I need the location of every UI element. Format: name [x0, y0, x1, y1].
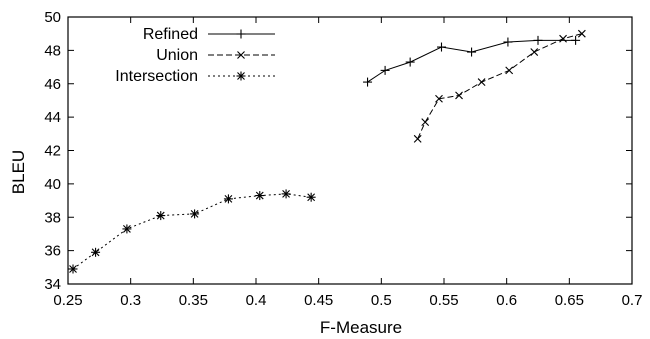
data-point-refined: [380, 65, 390, 75]
plot-border: [67, 16, 633, 285]
data-point-union: [505, 66, 514, 75]
series-line-refined: [367, 39, 576, 83]
data-point-refined: [436, 42, 446, 52]
y-tick-label: 40: [44, 176, 61, 193]
data-point-intersection: [122, 224, 132, 234]
data-point-union: [477, 78, 486, 86]
series-layer: [68, 29, 586, 274]
x-tick-label: 0.25: [53, 292, 82, 309]
x-tick-label: 0.65: [555, 292, 584, 309]
series-refined: [363, 35, 581, 87]
data-point-union: [421, 118, 430, 127]
x-tick-label: 0.6: [496, 292, 517, 309]
y-tick-label: 46: [44, 76, 61, 93]
y-tick-label: 42: [44, 143, 61, 160]
plot-frame: [67, 16, 633, 285]
data-point-union: [530, 48, 539, 56]
legend-marker-intersection: [236, 71, 246, 81]
series-union: [413, 29, 586, 143]
y-tick-label: 50: [44, 9, 61, 26]
y-tick-label: 48: [44, 42, 61, 59]
x-tick-label: 0.45: [304, 292, 333, 309]
x-tick-label: 0.4: [246, 292, 267, 309]
data-point-refined: [467, 47, 477, 57]
series-line-union: [417, 33, 583, 140]
y-tick-label: 34: [44, 276, 61, 293]
data-point-refined: [571, 35, 581, 45]
data-point-union: [413, 134, 422, 143]
legend-label-union: Union: [156, 47, 198, 64]
data-point-union: [559, 34, 567, 43]
legend-label-intersection: Intersection: [115, 68, 198, 85]
data-point-intersection: [255, 191, 265, 201]
y-axis-label: BLEU: [9, 150, 28, 194]
x-tick-label: 0.35: [179, 292, 208, 309]
x-axis: 0.25 0.3 0.35 0.4 0.45 0.5 0.55 0.6 0.65 0.7: [53, 17, 642, 309]
legend-label-refined: Refined: [143, 26, 198, 43]
x-tick-label: 0.7: [622, 292, 643, 309]
x-tick-label: 0.3: [120, 292, 141, 309]
legend-marker-union: [237, 51, 245, 59]
data-point-intersection: [223, 194, 233, 204]
data-point-union: [455, 91, 463, 100]
legend-marker-refined: [236, 29, 246, 39]
data-point-intersection: [281, 189, 291, 199]
data-point-refined: [533, 35, 543, 45]
x-tick-label: 0.5: [371, 292, 392, 309]
y-tick-label: 38: [44, 209, 61, 226]
data-point-union: [435, 94, 443, 103]
data-point-intersection: [91, 247, 101, 257]
series-line-intersection: [72, 193, 312, 270]
data-point-union: [577, 29, 586, 38]
legend: Refined Union Intersection: [115, 26, 275, 85]
x-axis-label: F-Measure: [320, 318, 402, 337]
y-tick-label: 44: [44, 109, 61, 126]
data-point-refined: [503, 37, 513, 47]
x-tick-label: 0.55: [429, 292, 458, 309]
y-axis: 34 36 38 40 42 44 46 48 50: [44, 9, 632, 293]
data-point-intersection: [190, 209, 200, 219]
data-point-intersection: [68, 264, 78, 274]
series-intersection: [68, 189, 316, 274]
data-point-refined: [363, 77, 373, 87]
y-tick-label: 36: [44, 243, 61, 260]
data-point-intersection: [306, 192, 316, 202]
data-point-intersection: [156, 211, 166, 221]
data-point-refined: [405, 57, 415, 67]
